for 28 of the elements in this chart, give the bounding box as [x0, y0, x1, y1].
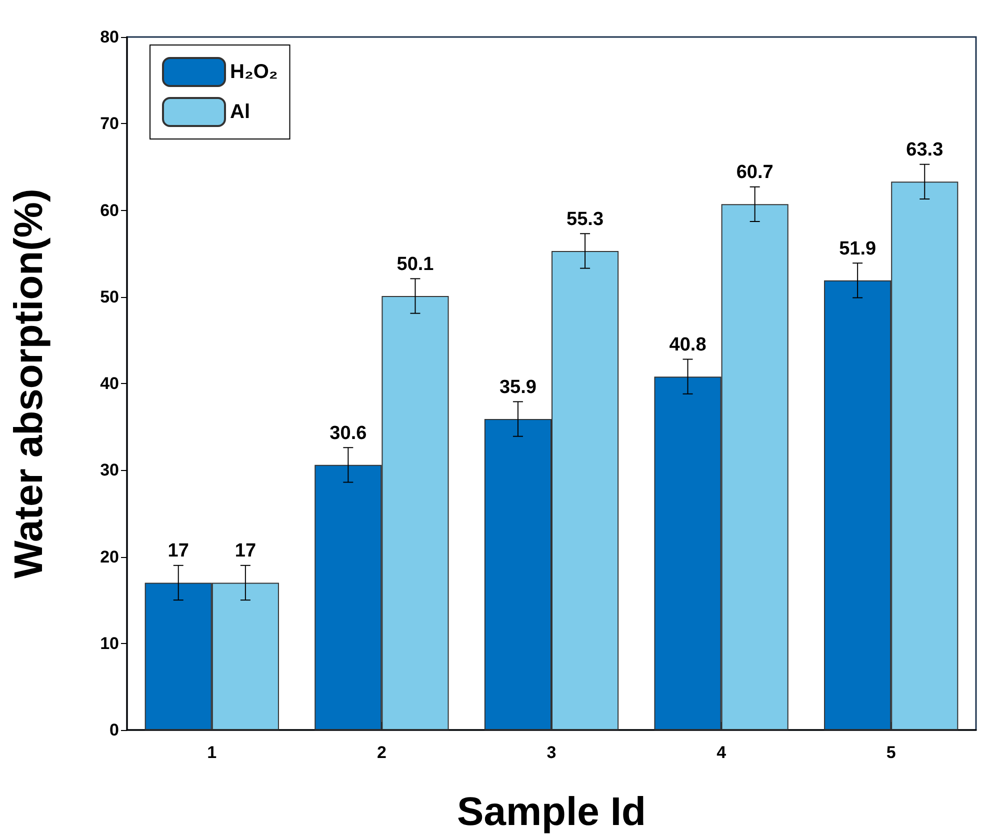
x-tick-label: 5 [886, 743, 896, 762]
y-tick-label: 40 [100, 374, 119, 393]
x-tick-label: 2 [376, 743, 386, 762]
data-label: 17 [234, 540, 256, 562]
data-label: 50.1 [396, 254, 434, 276]
data-label: 63.3 [906, 140, 944, 161]
y-tick-label: 10 [100, 634, 119, 653]
data-label: 51.9 [839, 238, 876, 260]
y-tick-label: 0 [110, 720, 119, 740]
x-tick-label: 1 [207, 743, 217, 762]
data-label: 17 [168, 540, 189, 562]
x-tick-label: 4 [716, 743, 727, 762]
x-tick-label: 3 [546, 743, 556, 762]
y-tick-label: 70 [100, 114, 119, 134]
y-tick-label: 20 [100, 547, 119, 566]
legend-label: Al [230, 101, 250, 123]
y-tick-label: 30 [100, 460, 119, 480]
data-label: 30.6 [330, 422, 367, 444]
y-tick-label: 80 [100, 28, 119, 46]
y-tick-label: 60 [100, 200, 119, 220]
x-axis-title: Sample Id [457, 790, 646, 834]
legend-label: H₂O₂ [230, 61, 278, 83]
y-axis-title: Water absorption(%) [7, 188, 51, 578]
data-label: 35.9 [499, 377, 536, 398]
data-label: 60.7 [736, 162, 774, 184]
y-tick-label: 50 [100, 287, 119, 306]
data-label: 55.3 [566, 208, 604, 230]
data-label: 40.8 [669, 334, 706, 356]
